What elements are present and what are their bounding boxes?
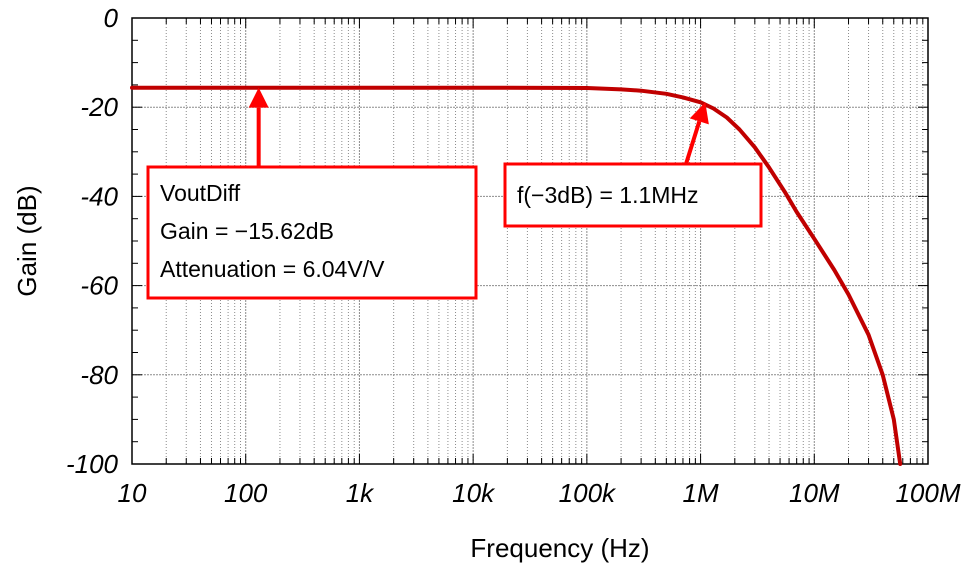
x-tick-label: 10M (789, 478, 840, 508)
annotation-text: f(−3dB) = 1.1MHz (517, 182, 699, 208)
annotation-text: Attenuation = 6.04V/V (160, 256, 385, 282)
x-tick-label: 1M (683, 478, 719, 508)
annotation-text: VoutDiff (160, 180, 241, 206)
x-axis-ticks: 10 100 1k 10k 100k 1M 10M 100M (118, 478, 961, 508)
annotation-arrowhead (248, 87, 269, 108)
x-tick-label: 100 (224, 478, 268, 508)
y-tick-label: -40 (80, 181, 118, 211)
x-tick-label: 1k (346, 478, 375, 508)
x-tick-label: 100M (895, 478, 960, 508)
x-tick-label: 10k (452, 478, 496, 508)
annotation-text: Gain = −15.62dB (160, 218, 334, 244)
x-tick-label: 100k (559, 478, 617, 508)
axis-minor-ticks (131, 17, 928, 465)
y-tick-label: -80 (80, 360, 118, 390)
x-tick-label: 10 (118, 478, 147, 508)
y-axis-ticks: 0 -20 -40 -60 -80 -100 (66, 3, 119, 479)
y-tick-label: -20 (80, 92, 118, 122)
y-tick-label: 0 (104, 3, 119, 33)
annotations-group: VoutDiff Gain = −15.62dB Attenuation = 6.0… (146, 87, 763, 300)
y-tick-label: -60 (80, 271, 118, 301)
gain-series-line (130, 85, 903, 466)
y-axis-label: Gain (dB) (12, 185, 42, 296)
annotation-arrowhead (689, 102, 709, 125)
series-group (130, 85, 903, 466)
annotation-box (503, 162, 763, 228)
annotation-arrow-line (684, 120, 702, 165)
y-tick-label: -100 (66, 449, 119, 479)
annotation-box (146, 165, 478, 300)
x-axis-label: Frequency (Hz) (470, 533, 649, 563)
